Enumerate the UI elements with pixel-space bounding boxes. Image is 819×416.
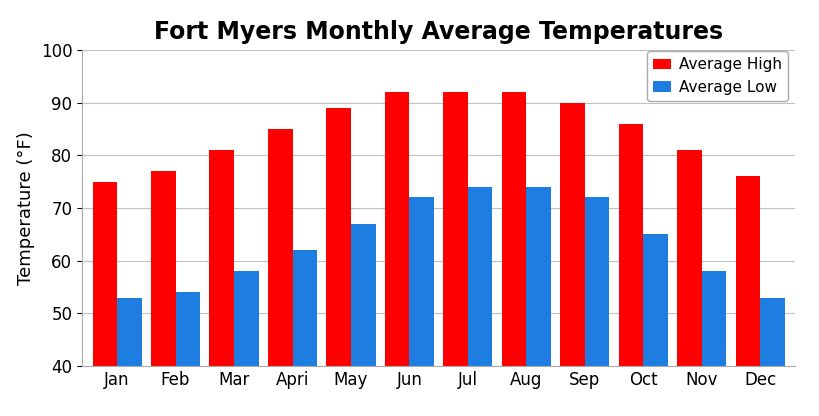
Bar xyxy=(443,92,468,416)
Bar xyxy=(526,187,550,416)
Bar xyxy=(292,250,317,416)
Bar xyxy=(93,182,117,416)
Bar xyxy=(468,187,492,416)
Bar xyxy=(384,92,409,416)
Bar xyxy=(618,124,643,416)
Bar xyxy=(175,292,200,416)
Bar xyxy=(209,150,233,416)
Bar xyxy=(233,271,258,416)
Bar xyxy=(326,108,351,416)
Bar xyxy=(701,271,726,416)
Bar xyxy=(643,234,667,416)
Bar xyxy=(759,297,784,416)
Legend: Average High, Average Low: Average High, Average Low xyxy=(645,51,787,101)
Title: Fort Myers Monthly Average Temperatures: Fort Myers Monthly Average Temperatures xyxy=(154,20,722,44)
Bar xyxy=(351,224,375,416)
Bar xyxy=(409,198,433,416)
Bar xyxy=(151,171,175,416)
Bar xyxy=(117,297,142,416)
Bar xyxy=(676,150,701,416)
Y-axis label: Temperature (°F): Temperature (°F) xyxy=(17,131,35,285)
Bar xyxy=(584,198,609,416)
Bar xyxy=(735,176,759,416)
Bar xyxy=(559,103,584,416)
Bar xyxy=(268,129,292,416)
Bar xyxy=(501,92,526,416)
